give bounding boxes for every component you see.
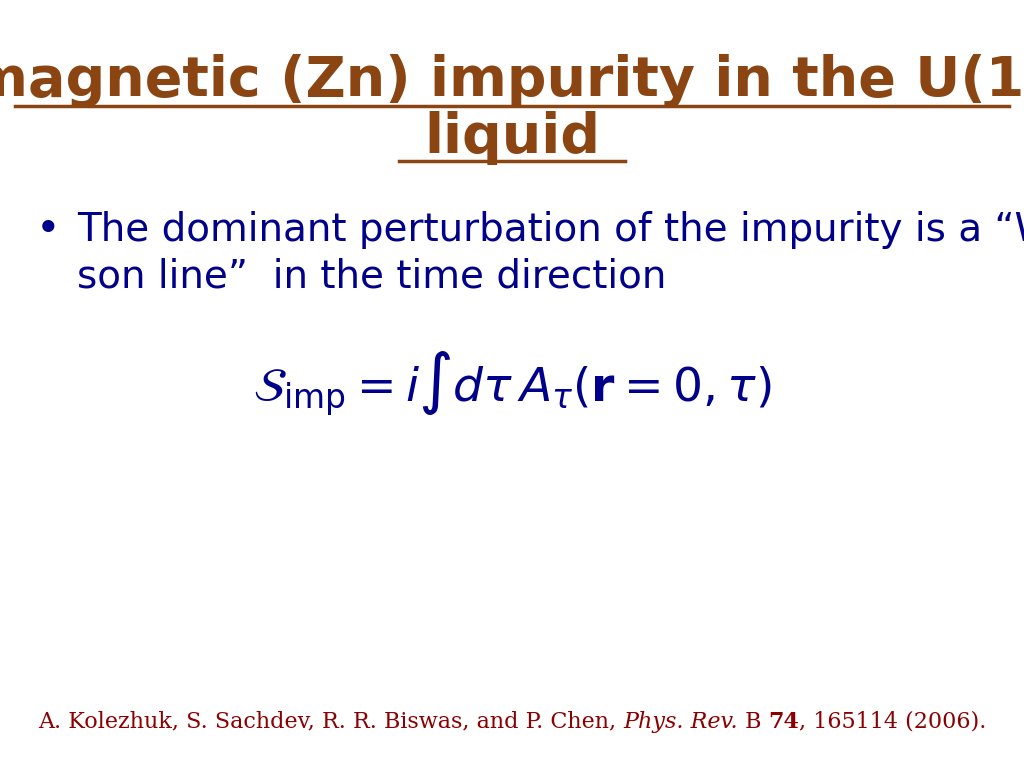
Text: liquid: liquid bbox=[424, 111, 600, 165]
Text: $\mathcal{S}_{\mathrm{imp}} = i \int d\tau\, A_{\tau}(\mathbf{r} = 0, \tau)$: $\mathcal{S}_{\mathrm{imp}} = i \int d\t… bbox=[253, 349, 771, 419]
Text: •: • bbox=[36, 210, 60, 251]
Text: son line”  in the time direction: son line” in the time direction bbox=[77, 257, 667, 296]
Text: A. Kolezhuk, S. Sachdev, R. R. Biswas, and P. Chen,: A. Kolezhuk, S. Sachdev, R. R. Biswas, a… bbox=[38, 711, 623, 733]
Text: The dominant perturbation of the impurity is a “Wil-: The dominant perturbation of the impurit… bbox=[77, 211, 1024, 250]
Text: , 165114 (2006).: , 165114 (2006). bbox=[799, 711, 986, 733]
Text: B: B bbox=[737, 711, 768, 733]
Text: Phys. Rev.: Phys. Rev. bbox=[623, 711, 737, 733]
Text: Non-magnetic (Zn) impurity in the U(1) spin: Non-magnetic (Zn) impurity in the U(1) s… bbox=[0, 54, 1024, 108]
Text: 74: 74 bbox=[768, 711, 799, 733]
